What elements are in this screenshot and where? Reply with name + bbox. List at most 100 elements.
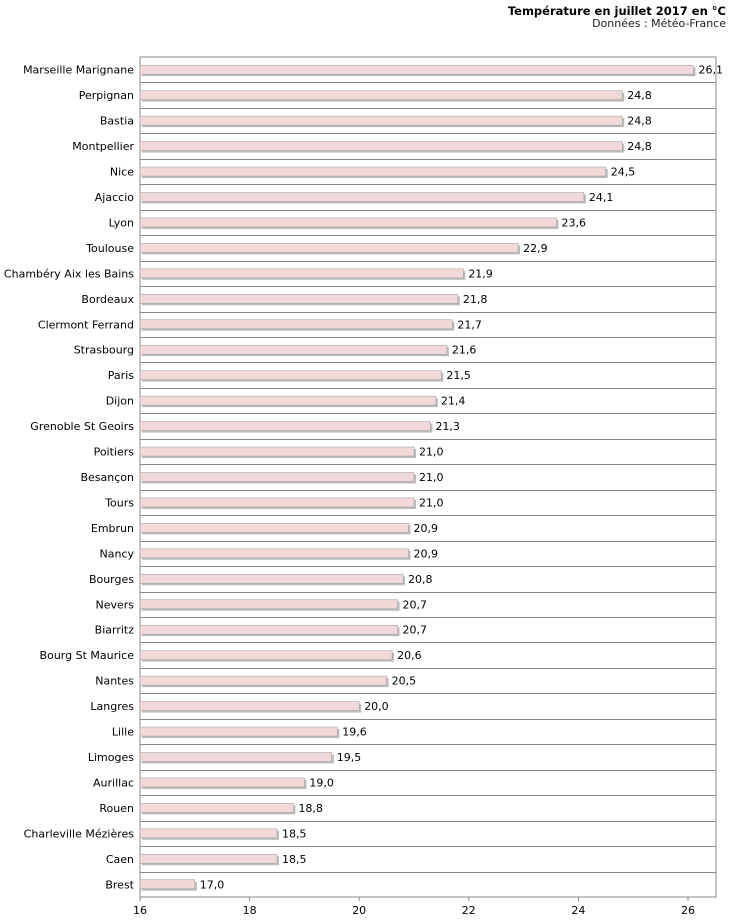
category-label: Nantes [95,675,134,688]
bar [139,395,437,406]
bar [139,624,398,635]
category-label: Bourg St Maurice [40,649,135,662]
bar [139,574,404,584]
bar [139,523,409,533]
bar [139,192,585,202]
x-tick-label: 18 [243,904,257,917]
category-label: Embrun [91,522,134,535]
data-label: 19,6 [342,726,367,739]
bar [139,650,393,660]
data-label: 19,5 [337,751,362,764]
bar [139,752,333,762]
category-label: Bourges [89,573,134,586]
category-label: Montpellier [72,140,134,153]
bar [139,421,431,431]
category-label: Ajaccio [95,191,134,204]
category-label: Biarritz [95,624,135,637]
category-label: Paris [108,369,134,382]
bar [139,803,294,813]
bar [139,115,623,126]
category-label: Lille [112,726,134,739]
bar [139,243,519,253]
bar [139,294,459,304]
category-label: Bastia [100,115,134,128]
category-label: Nice [110,166,134,179]
bar [139,166,607,177]
data-label: 20,6 [397,649,422,662]
category-label: Dijon [106,395,134,408]
bar [139,726,338,737]
data-label: 21,0 [419,446,444,459]
data-label: 24,8 [627,140,652,153]
data-label: 21,6 [452,344,477,357]
category-label: Nevers [95,598,134,611]
category-label: Bordeaux [81,293,134,306]
category-label: Besançon [80,471,134,484]
bar [139,268,464,279]
category-label: Nancy [100,547,135,560]
data-label: 24,8 [627,115,652,128]
category-label: Strasbourg [74,344,134,357]
data-label: 18,8 [298,802,323,815]
bar [139,599,398,610]
bar [139,777,305,788]
data-label: 18,5 [282,853,307,866]
category-label: Marseille Marignane [23,64,134,77]
bar [139,879,196,890]
bar [139,675,387,686]
bar [139,854,278,864]
category-label: Clermont Ferrand [38,318,134,331]
data-label: 20,9 [414,547,439,560]
bar [139,701,360,711]
bar [139,497,415,508]
data-label: 26,1 [698,64,723,77]
data-label: 20,5 [392,675,417,688]
category-label: Chambéry Aix les Bains [4,267,134,280]
data-label: 24,5 [611,166,636,179]
data-label: 17,0 [200,878,225,891]
bar [139,370,442,380]
category-label: Caen [106,853,134,866]
data-label: 21,5 [446,369,471,382]
category-label: Langres [90,700,134,713]
bar [139,446,415,457]
category-label: Tours [104,496,134,509]
bar [139,64,694,75]
data-label: 21,3 [435,420,460,433]
data-label: 21,0 [419,496,444,509]
x-tick-label: 22 [462,904,476,917]
data-label: 21,9 [468,267,493,280]
bar [139,90,623,100]
data-label: 24,1 [589,191,614,204]
category-label: Perpignan [79,89,134,102]
category-label: Poitiers [94,446,135,459]
category-label: Grenoble St Geoirs [30,420,134,433]
category-label: Charleville Mézières [24,827,135,840]
category-label: Rouen [99,802,134,815]
category-label: Limoges [88,751,134,764]
data-label: 21,0 [419,471,444,484]
data-label: 24,8 [627,89,652,102]
bar [139,319,453,330]
data-label: 20,0 [364,700,389,713]
data-label: 19,0 [309,776,334,789]
data-label: 23,6 [561,216,586,229]
x-tick-label: 20 [352,904,366,917]
bar [139,344,448,355]
data-label: 20,7 [403,598,428,611]
x-tick-label: 26 [681,904,695,917]
x-tick-label: 16 [133,904,147,917]
bar [139,548,409,559]
bar [139,217,557,228]
bar [139,141,623,151]
data-label: 21,4 [441,395,466,408]
category-label: Aurillac [93,776,134,789]
data-label: 20,9 [414,522,439,535]
data-label: 21,7 [457,318,482,331]
data-label: 20,7 [403,624,428,637]
category-label: Toulouse [85,242,134,255]
data-label: 21,8 [463,293,488,306]
category-label: Brest [105,878,134,891]
bar [139,828,278,839]
